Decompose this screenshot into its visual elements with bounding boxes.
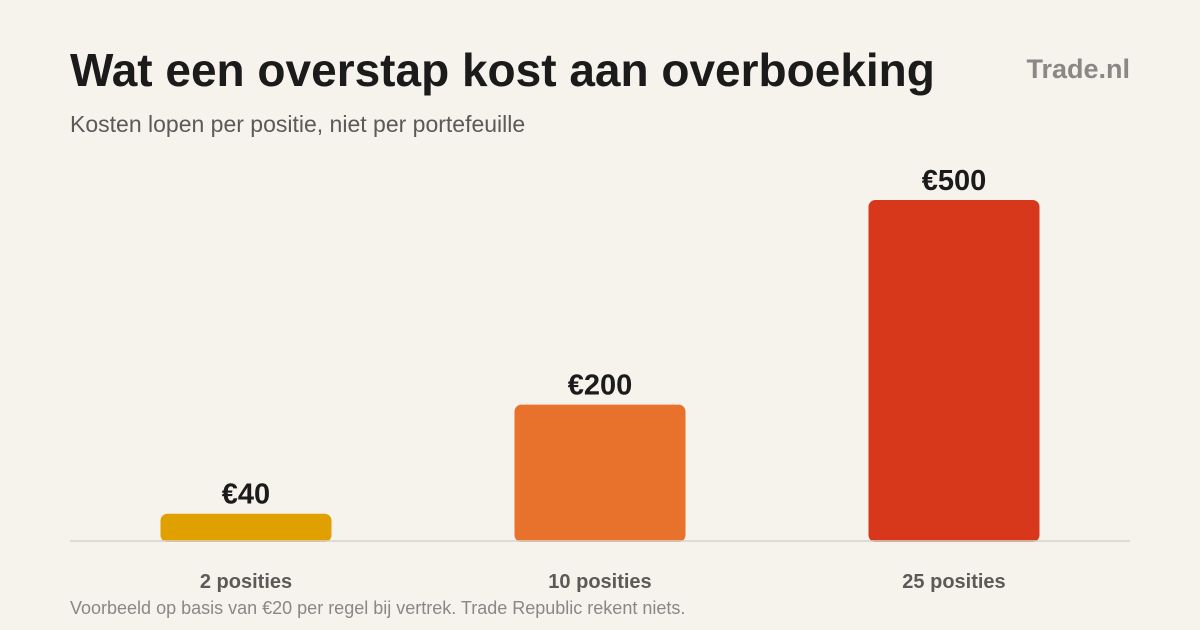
value-label-3: €500 <box>922 165 987 197</box>
labels-group: €40 2 posities €200 10 posities €500 25 posit… <box>200 165 1006 593</box>
bar-1 <box>160 513 332 542</box>
category-label-3: 25 posities <box>902 571 1005 593</box>
brand-logo: Trade.nl <box>1026 54 1130 84</box>
category-label-1: 2 posities <box>200 571 292 593</box>
chart-title: Wat een overstap kost aan overboeking <box>70 44 935 96</box>
value-label-2: €200 <box>568 370 633 402</box>
bars-group <box>160 200 1040 542</box>
bar-2 <box>514 404 686 542</box>
chart-subtitle: Kosten lopen per positie, niet per porte… <box>70 111 526 137</box>
category-label-2: 10 posities <box>548 571 651 593</box>
value-label-1: €40 <box>222 479 270 511</box>
footnote: Voorbeeld op basis van €20 per regel bij… <box>70 598 686 618</box>
bar-3 <box>868 200 1040 542</box>
